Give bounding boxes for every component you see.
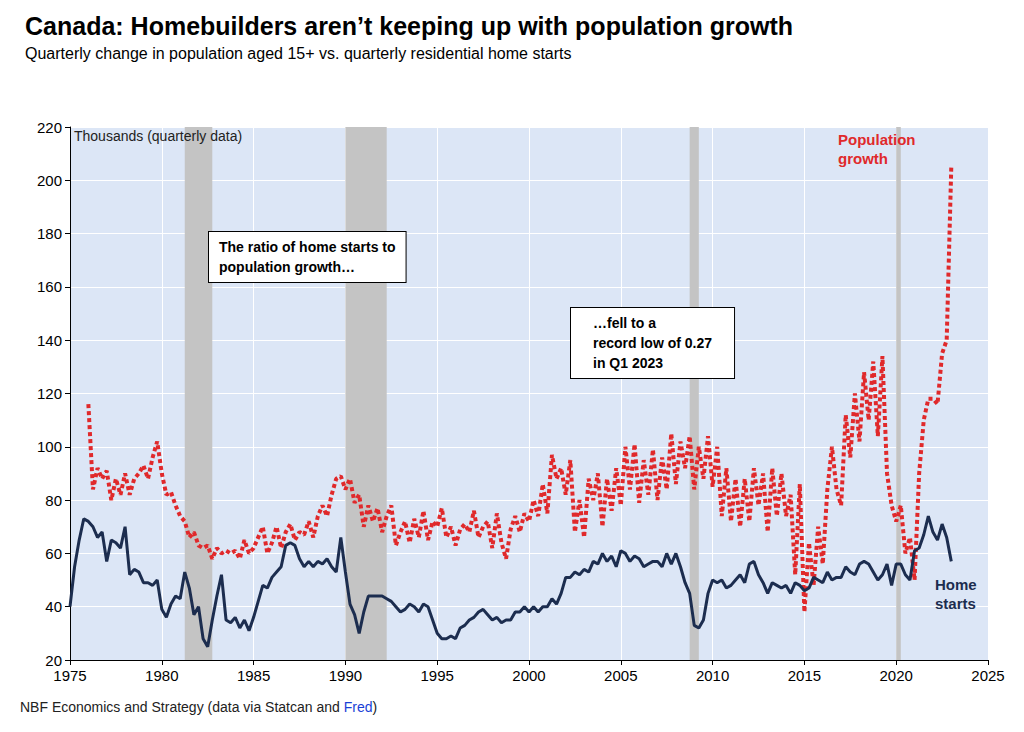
svg-text:Fred: Fred [344,699,373,715]
svg-text:120: 120 [37,385,62,402]
svg-text:NBF Economics and Strategy (da: NBF Economics and Strategy (data via Sta… [20,699,344,715]
svg-text:140: 140 [37,332,62,349]
svg-text:1995: 1995 [421,667,454,684]
svg-text:2025: 2025 [971,667,1004,684]
svg-text:20: 20 [45,652,62,669]
svg-text:2010: 2010 [696,667,729,684]
svg-text:): ) [373,699,378,715]
svg-text:40: 40 [45,598,62,615]
svg-text:220: 220 [37,119,62,136]
svg-text:80: 80 [45,492,62,509]
svg-text:population growth…: population growth… [219,259,355,275]
svg-text:Quarterly change in population: Quarterly change in population aged 15+ … [25,45,572,62]
svg-text:starts: starts [935,595,976,612]
svg-text:record low of 0.27: record low of 0.27 [593,335,712,351]
svg-text:2020: 2020 [880,667,913,684]
svg-text:60: 60 [45,545,62,562]
svg-text:growth: growth [838,150,888,167]
svg-text:Home: Home [935,576,977,593]
svg-text:180: 180 [37,225,62,242]
svg-text:Thousands (quarterly data): Thousands (quarterly data) [74,128,242,144]
svg-text:Population: Population [838,131,916,148]
svg-text:The ratio of home starts to: The ratio of home starts to [219,239,396,255]
svg-text:200: 200 [37,172,62,189]
svg-text:1975: 1975 [53,667,86,684]
svg-text:1990: 1990 [329,667,362,684]
svg-text:…fell to a: …fell to a [593,315,656,331]
svg-text:2015: 2015 [788,667,821,684]
svg-text:Canada: Homebuilders aren’t ke: Canada: Homebuilders aren’t keeping up w… [25,12,793,40]
svg-text:in Q1 2023: in Q1 2023 [593,355,663,371]
svg-text:1985: 1985 [237,667,270,684]
svg-text:160: 160 [37,278,62,295]
svg-text:2000: 2000 [512,667,545,684]
svg-text:1980: 1980 [145,667,178,684]
svg-text:2005: 2005 [604,667,637,684]
svg-text:100: 100 [37,438,62,455]
